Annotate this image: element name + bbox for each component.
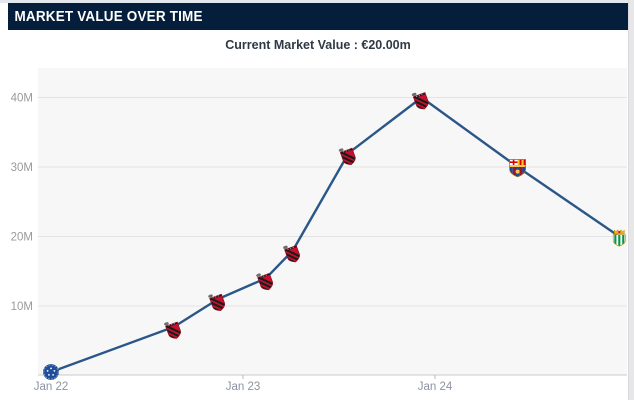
section-title: MARKET VALUE OVER TIME (14, 8, 203, 25)
y-axis-label: 40M (11, 93, 33, 105)
y-axis-label: 20M (11, 232, 33, 244)
plot-area (38, 68, 627, 375)
y-axis-label: 10M (11, 301, 33, 313)
cruzeiro-crest[interactable] (42, 363, 60, 381)
page-top-strip (0, 0, 634, 3)
y-axis-label: 30M (11, 162, 33, 174)
real-betis-crest[interactable] (613, 230, 625, 247)
x-axis-label: Jan 23 (226, 381, 261, 393)
x-axis-label: Jan 22 (34, 381, 69, 393)
section-header: MARKET VALUE OVER TIME (8, 3, 628, 30)
x-axis-label: Jan 24 (418, 381, 453, 393)
page-scrollbar[interactable] (628, 0, 634, 400)
current-market-value-text: Current Market Value : €20.00m (225, 38, 411, 52)
